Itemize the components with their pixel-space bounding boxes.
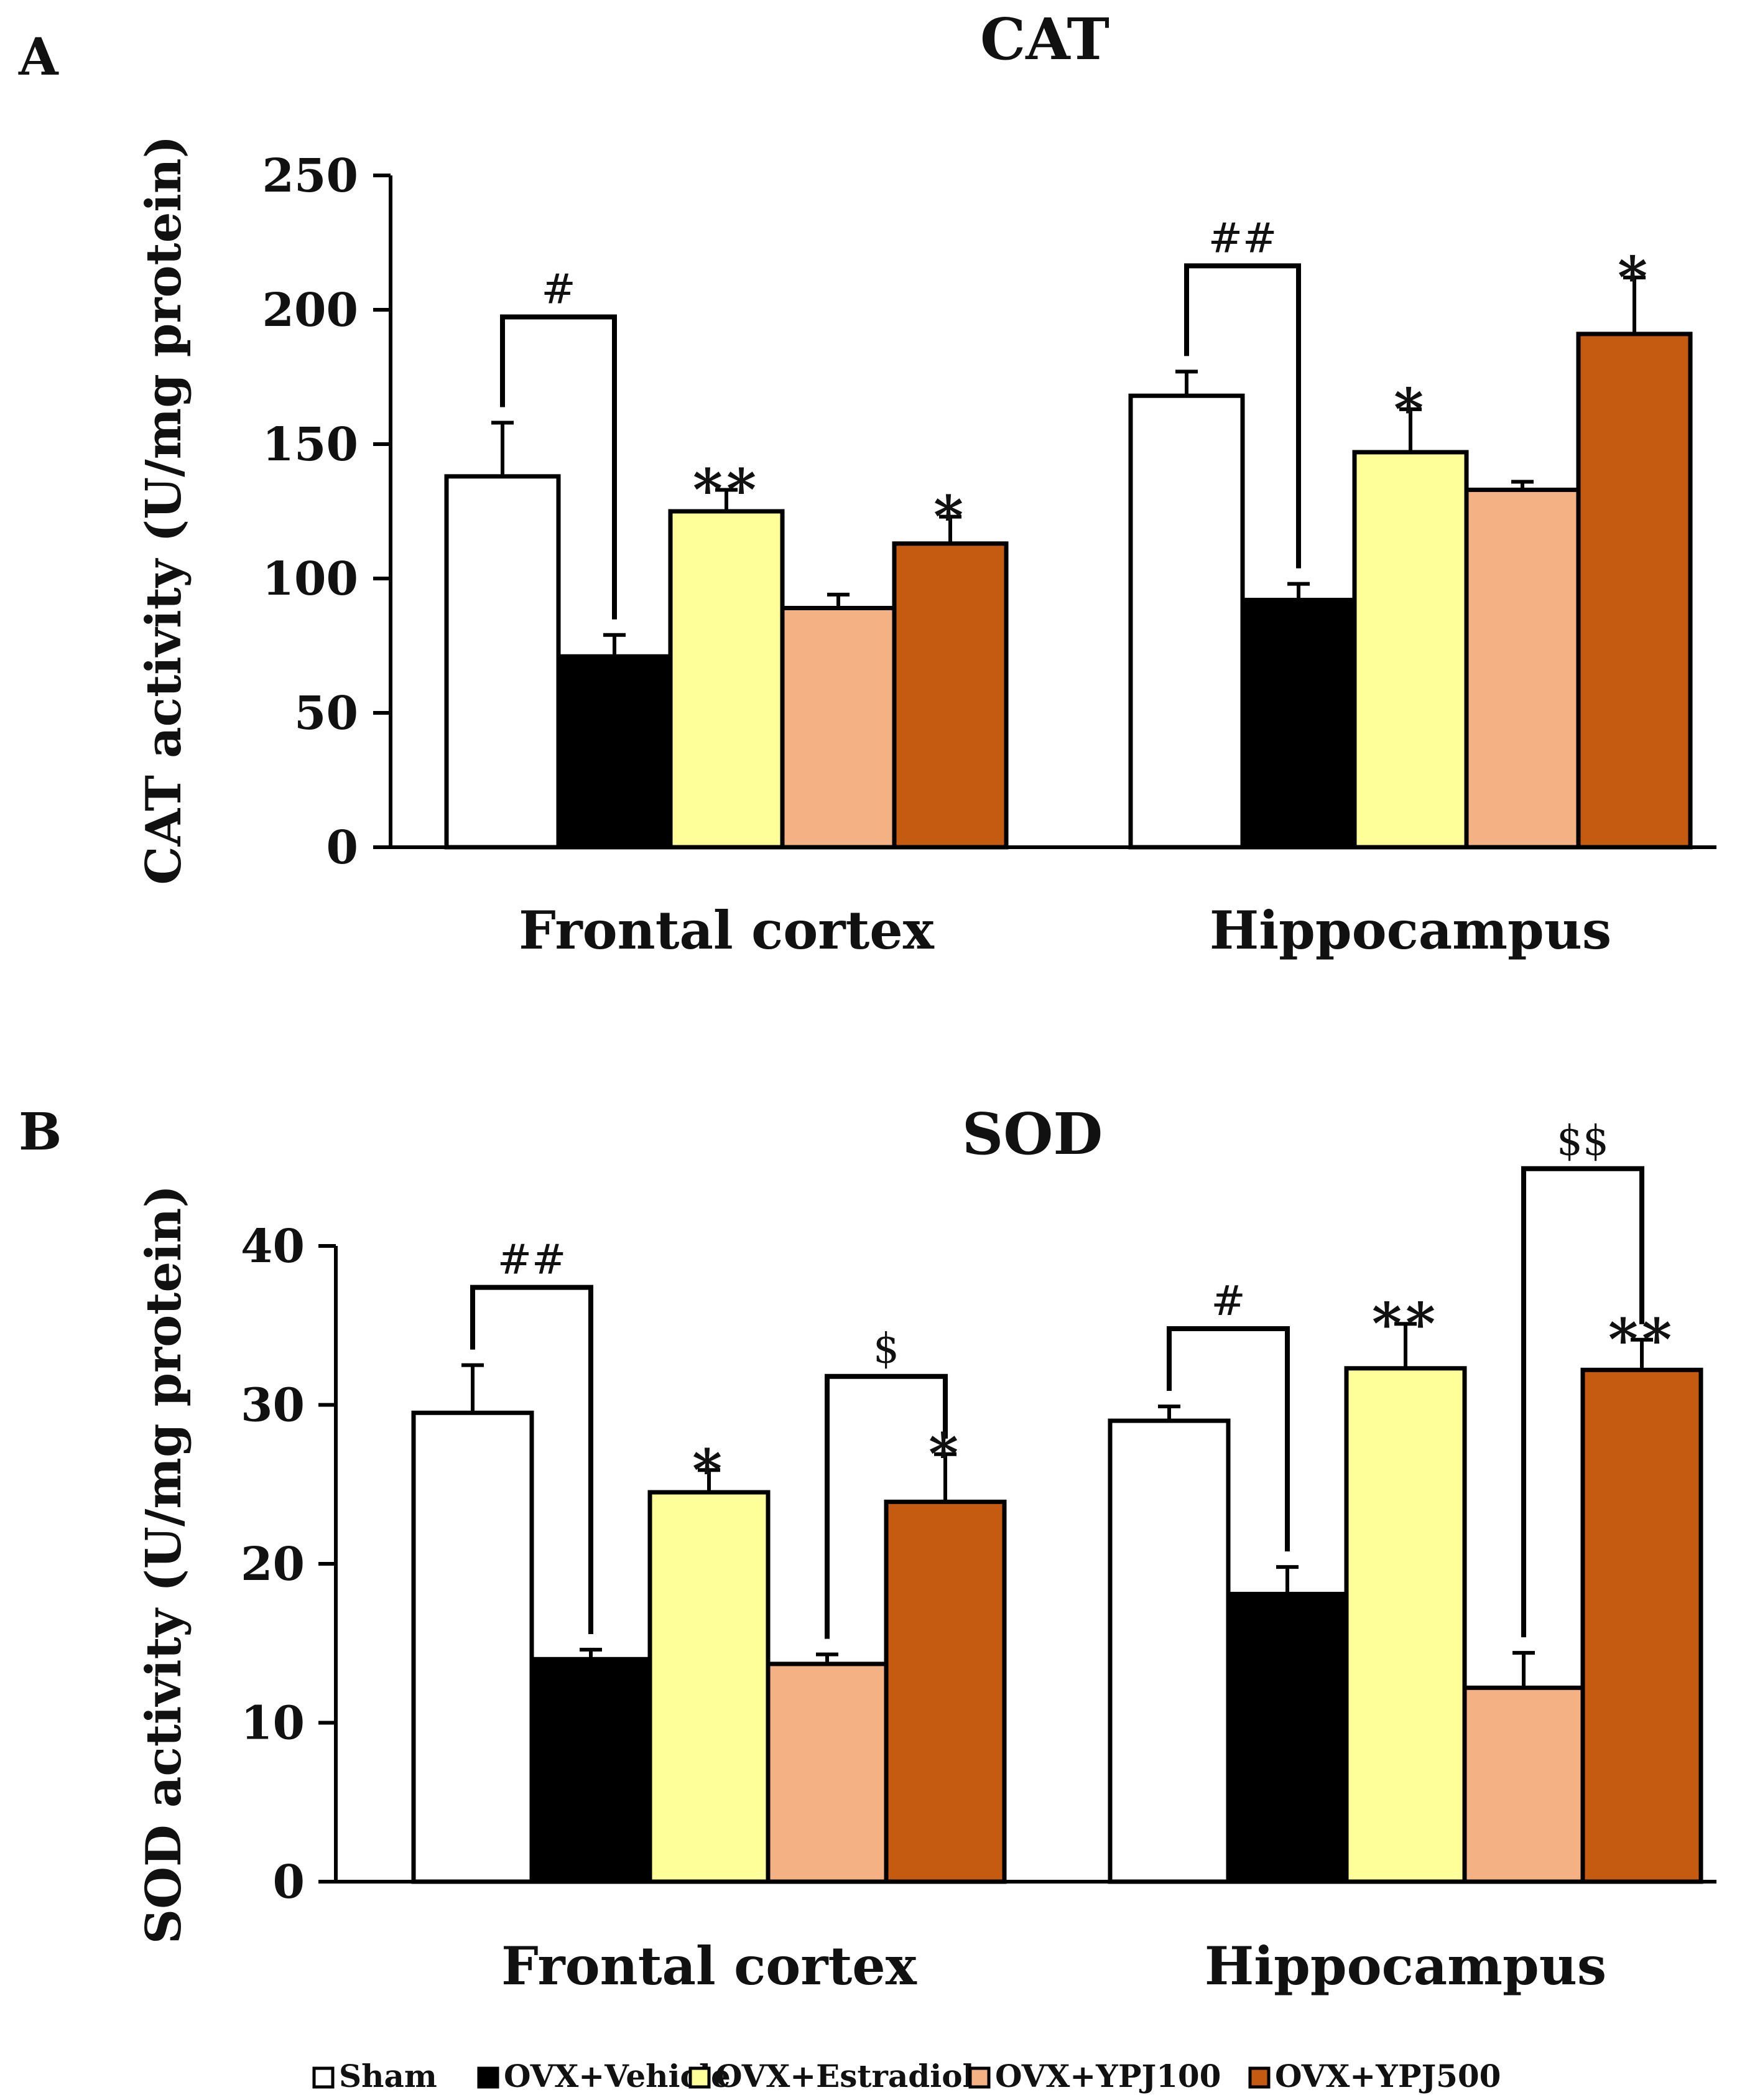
y-tick-label: 30: [241, 1379, 305, 1433]
significance-bracket: [1167, 1326, 1290, 1552]
legend-swatch: [312, 2066, 335, 2089]
legend-label: OVX+YPJ100: [995, 2058, 1221, 2094]
y-tick-label: 10: [241, 1697, 305, 1750]
bar: [1462, 1685, 1585, 1884]
panel-a-cat-chart: A CAT CAT activity (U/mg protein) 0 50 100 150…: [18, 6, 1716, 961]
legend-label: Sham: [339, 2058, 437, 2094]
category-label: Frontal cortex: [519, 899, 935, 961]
bar: [444, 474, 561, 850]
bar: [1240, 598, 1357, 850]
y-tick-label: 50: [294, 687, 358, 740]
significance-mark: #: [541, 265, 575, 313]
significance-star: **: [1372, 1290, 1439, 1357]
bar: [1464, 487, 1581, 850]
significance-bracket: [470, 1285, 593, 1634]
bar: [1580, 1367, 1703, 1884]
panel-b-sod-chart: B SOD SOD activity (U/mg protein) 0 10 20 30 40…: [19, 1100, 1716, 1997]
significance-star: *: [1394, 376, 1427, 443]
significance-star: **: [1608, 1306, 1675, 1373]
y-tick-label: 250: [262, 149, 358, 203]
significance-mark: $: [873, 1325, 899, 1373]
significance-mark: #: [1211, 1277, 1245, 1325]
bar: [556, 654, 673, 850]
y-tick-label: 200: [262, 284, 358, 337]
significance-star: *: [692, 1436, 726, 1503]
bar: [1344, 1366, 1467, 1884]
y-tick-label: 20: [241, 1538, 305, 1591]
bar: [529, 1656, 652, 1884]
y-tick-label: 150: [262, 418, 358, 472]
y-tick-label: 100: [262, 552, 358, 606]
chart-title: SOD: [962, 1100, 1103, 1168]
legend-swatch: [968, 2066, 991, 2089]
y-tick-label: 0: [273, 1856, 305, 1909]
significance-mark: ##: [498, 1236, 567, 1284]
bar: [668, 509, 785, 850]
chart-title: CAT: [980, 6, 1109, 73]
bar: [1352, 450, 1469, 850]
category-label: Frontal cortex: [501, 1935, 917, 1997]
bar: [1226, 1592, 1349, 1884]
significance-star: *: [929, 1421, 962, 1488]
y-axis-label: CAT activity (U/mg protein): [136, 136, 192, 885]
significance-bracket: [825, 1373, 948, 1639]
legend-label: OVX+YPJ500: [1275, 2058, 1501, 2094]
category-label: Hippocampus: [1205, 1935, 1606, 1997]
legend-label: OVX+Estradiol: [715, 2058, 975, 2094]
significance-bracket: [500, 314, 617, 620]
significance-mark: $$: [1557, 1117, 1609, 1165]
significance-star: *: [933, 483, 967, 551]
panel-letter: A: [18, 27, 59, 87]
significance-star: **: [693, 456, 760, 523]
bar: [780, 606, 897, 850]
significance-star: *: [1618, 244, 1651, 311]
y-axis-label: SOD activity (U/mg protein): [136, 1185, 192, 1944]
bar: [766, 1661, 889, 1884]
significance-bracket: [1521, 1166, 1644, 1638]
bar: [892, 541, 1009, 850]
bar: [1576, 332, 1693, 850]
legend-swatch: [1248, 2066, 1271, 2089]
bar: [884, 1499, 1007, 1884]
bar: [411, 1410, 534, 1884]
category-label: Hippocampus: [1210, 899, 1611, 961]
y-tick-label: 40: [241, 1220, 305, 1273]
significance-mark: ##: [1208, 214, 1277, 262]
bar: [647, 1490, 771, 1884]
y-tick-label: 0: [327, 821, 359, 875]
significance-bracket: [1184, 263, 1301, 569]
panel-letter: B: [19, 1102, 62, 1162]
bar: [1128, 393, 1245, 850]
bar: [1108, 1418, 1231, 1884]
legend-swatch: [477, 2066, 499, 2089]
legend-swatch: [688, 2066, 711, 2089]
